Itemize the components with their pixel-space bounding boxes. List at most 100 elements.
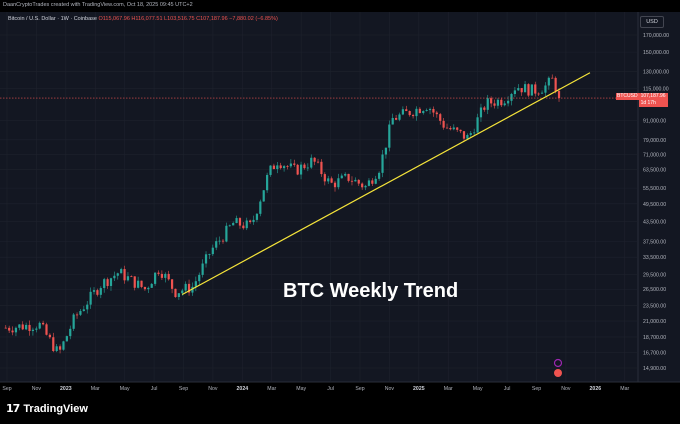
candle-body [137, 280, 140, 288]
candle-body [92, 290, 96, 292]
candle-body [123, 269, 126, 281]
candle-body [445, 127, 449, 129]
candle-body [154, 272, 157, 284]
y-tick-label: 91,000.00 [643, 118, 666, 124]
candle-body [79, 311, 82, 315]
tradingview-brand-name: TradingView [23, 402, 88, 415]
candle-body [164, 273, 167, 278]
candle-body [187, 283, 191, 293]
candle-body [113, 275, 116, 279]
candle-body [18, 324, 21, 328]
candle-body [347, 173, 350, 181]
y-tick-label: 23,500.00 [643, 304, 666, 310]
candle-body [551, 77, 554, 79]
y-tick-label: 71,000.00 [643, 152, 666, 158]
candle-body [72, 314, 75, 329]
event-flag-icon[interactable] [553, 358, 563, 368]
candle-body [354, 179, 357, 182]
candle-body [96, 290, 99, 295]
candle-body [8, 327, 11, 331]
candle-body [313, 157, 316, 162]
x-tick-label: Nov [32, 386, 42, 392]
y-tick-label: 130,000.00 [643, 70, 669, 76]
candle-body [106, 279, 109, 286]
x-tick-label: Sep [355, 386, 364, 392]
candle-body [361, 183, 364, 188]
candle-body [469, 133, 472, 135]
candle-body [25, 324, 28, 330]
candle-body [432, 108, 435, 113]
candle-body [140, 280, 143, 287]
candle-body [374, 178, 377, 184]
candle-body [540, 92, 544, 94]
y-tick-label: 21,000.00 [643, 319, 666, 325]
candle-body [48, 334, 51, 338]
y-tick-label: 18,700.00 [643, 335, 666, 341]
candle-body [503, 103, 506, 106]
candle-body [378, 172, 381, 179]
candle-body [282, 166, 286, 169]
candle-body [170, 279, 174, 289]
candle-body [510, 93, 513, 101]
y-tick-label: 79,000.00 [643, 138, 666, 144]
x-tick-label: Nov [208, 386, 218, 392]
x-tick-label: Nov [561, 386, 571, 392]
dividend-marker-icon[interactable] [554, 369, 562, 377]
candle-body [35, 328, 38, 330]
candle-body [327, 178, 330, 182]
candle-body [11, 330, 14, 333]
trendline[interactable] [181, 72, 591, 296]
candle-body [490, 98, 493, 104]
candle-body [289, 163, 292, 167]
candle-body [259, 201, 262, 214]
candle-body [201, 263, 204, 275]
candle-body [486, 98, 489, 110]
candle-body [147, 287, 150, 290]
candle-body [31, 329, 35, 331]
x-tick-label: Mar [267, 386, 276, 392]
candle-body [215, 241, 218, 248]
candle-body [69, 328, 72, 337]
y-tick-label: 16,700.00 [643, 350, 666, 356]
chart-annotation-title: BTC Weekly Trend [283, 280, 459, 302]
candle-body [340, 175, 343, 179]
candle-body [547, 77, 550, 86]
candle-body [496, 99, 500, 106]
y-tick-label: 37,500.00 [643, 240, 666, 246]
candle-body [466, 134, 469, 139]
candle-body [303, 164, 306, 169]
candle-body [238, 218, 242, 226]
y-tick-label: 14,900.00 [643, 366, 666, 372]
candle-body [174, 288, 177, 298]
candle-body [211, 247, 214, 255]
candle-body [337, 178, 340, 188]
candle-body [411, 115, 415, 117]
x-tick-label: 2024 [237, 386, 249, 392]
candle-body [483, 107, 486, 110]
candle-body [21, 324, 24, 330]
candle-body [194, 281, 197, 287]
candle-body [225, 225, 228, 242]
candle-body [65, 336, 68, 342]
tradingview-logo[interactable]: 17 TradingView [6, 402, 88, 415]
candle-body [415, 108, 418, 117]
candle-body [442, 120, 445, 128]
y-tick-label: 49,500.00 [643, 202, 666, 208]
x-tick-label: May [473, 386, 483, 392]
symbol-title[interactable]: Bitcoin / U.S. Dollar · 1W · Coinbase [8, 16, 97, 22]
price-tag-price: 107,187.96 [640, 93, 666, 99]
currency-selector[interactable]: USD [640, 16, 664, 28]
candle-body [86, 304, 89, 310]
candle-body [143, 286, 147, 290]
candle-body [473, 132, 476, 134]
x-tick-label: Sep [532, 386, 541, 392]
candle-body [557, 90, 561, 99]
candle-body [435, 112, 438, 115]
candle-body [82, 309, 85, 312]
candle-body [181, 290, 184, 294]
candle-body [62, 341, 65, 350]
candle-body [276, 165, 279, 170]
y-tick-label: 55,500.00 [643, 186, 666, 192]
